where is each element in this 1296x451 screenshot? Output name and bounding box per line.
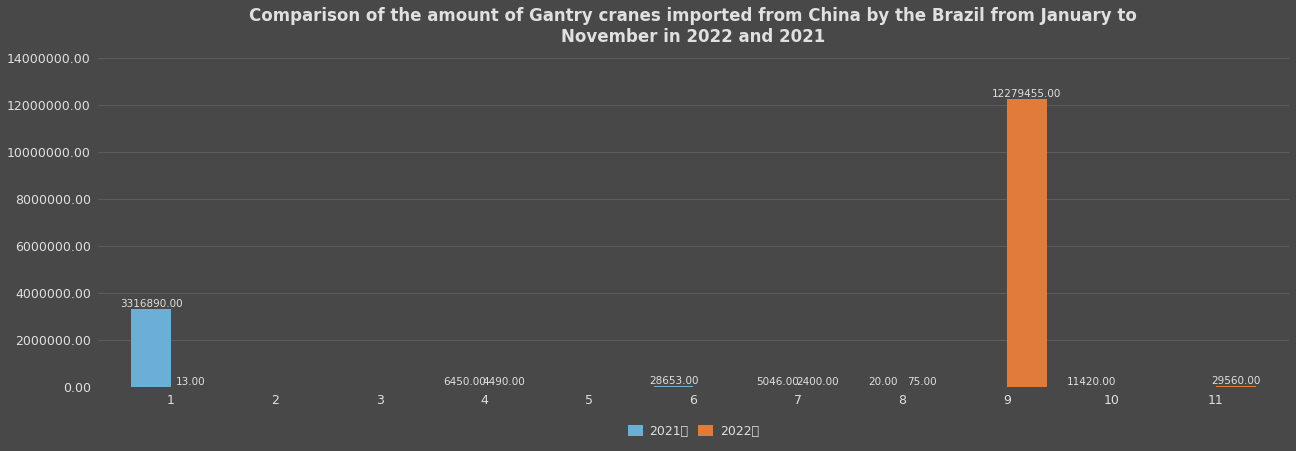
Text: 75.00: 75.00: [907, 377, 937, 387]
Text: 2400.00: 2400.00: [797, 377, 839, 387]
Legend: 2021年, 2022年: 2021年, 2022年: [623, 419, 763, 442]
Bar: [1007, 99, 1047, 387]
Text: 28653.00: 28653.00: [649, 376, 699, 387]
Text: 20.00: 20.00: [868, 377, 897, 387]
Bar: [131, 309, 171, 387]
Text: 11420.00: 11420.00: [1067, 377, 1116, 387]
Text: 29560.00: 29560.00: [1210, 376, 1261, 387]
Text: 5046.00: 5046.00: [757, 377, 800, 387]
Title: Comparison of the amount of Gantry cranes imported from China by the Brazil from: Comparison of the amount of Gantry crane…: [249, 7, 1138, 46]
Text: 3316890.00: 3316890.00: [119, 299, 183, 309]
Text: 6450.00: 6450.00: [443, 377, 486, 387]
Text: 12279455.00: 12279455.00: [991, 89, 1061, 99]
Text: 13.00: 13.00: [176, 377, 206, 387]
Text: 4490.00: 4490.00: [483, 377, 526, 387]
